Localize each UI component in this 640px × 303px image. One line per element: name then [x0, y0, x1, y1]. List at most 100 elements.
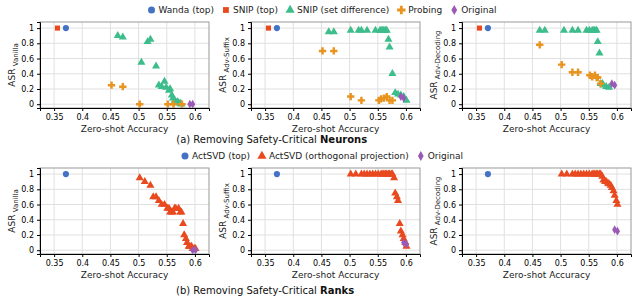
tick-label: 0.4	[498, 113, 511, 122]
grid-line	[251, 219, 420, 220]
point	[108, 81, 115, 88]
legend-item: ActSVD (top)	[181, 151, 249, 161]
tick-label: 0	[29, 246, 34, 255]
grid-line	[377, 168, 378, 254]
legend-symbol	[148, 6, 155, 13]
series	[319, 47, 396, 104]
point	[574, 26, 582, 33]
grid	[40, 168, 209, 254]
tick: 0.2	[443, 231, 462, 240]
tick-mark	[248, 174, 251, 175]
tick-mark	[617, 254, 618, 257]
tick: 1	[240, 24, 251, 33]
tick-mark	[532, 254, 533, 257]
tick: 0.45	[524, 254, 542, 268]
tick-mark	[504, 254, 505, 257]
points	[63, 171, 200, 254]
legend-symbol	[257, 151, 266, 159]
grid-line	[166, 168, 167, 254]
tick-label: 0.5	[344, 259, 357, 268]
tick-label: 0.4	[498, 259, 511, 268]
point	[137, 58, 145, 65]
axis-line	[463, 109, 632, 112]
tick-label: 0.8	[232, 39, 245, 48]
tick-label: 0.8	[21, 185, 34, 194]
tick-mark	[248, 189, 251, 190]
point	[597, 80, 604, 87]
x-axis: 0.350.40.450.50.550.6	[252, 254, 421, 268]
point	[170, 101, 177, 108]
series	[136, 173, 200, 251]
grid-line	[138, 22, 139, 108]
legend-label: ActSVD (top)	[192, 151, 250, 161]
tick: 0.8	[21, 185, 40, 194]
tick: 0.55	[580, 108, 598, 122]
plot-frame	[40, 22, 209, 108]
series	[347, 169, 411, 248]
x-axis-title: Zero-shot Accuracy	[503, 124, 591, 134]
tick: 0.55	[158, 108, 176, 122]
tick-label: 0.4	[76, 113, 89, 122]
tick-mark	[459, 205, 462, 206]
grid-line	[54, 22, 55, 108]
tick-mark	[54, 254, 55, 257]
tick: 0.35	[46, 108, 64, 122]
tick-label: 0.55	[580, 113, 598, 122]
grid-line	[321, 168, 322, 254]
tick-label: 0.5	[555, 113, 568, 122]
tick: 0.6	[232, 201, 251, 210]
grid-line	[588, 22, 589, 108]
series	[558, 169, 622, 206]
x-axis: 0.350.40.450.50.550.6	[41, 108, 210, 122]
tick: 0.4	[498, 108, 511, 122]
point	[384, 35, 392, 42]
grid	[462, 22, 631, 108]
tick-mark	[248, 89, 251, 90]
panel: 0.350.40.450.50.550.600.20.40.60.81Zero-…	[218, 22, 421, 134]
tick: 0	[240, 246, 251, 255]
grid-line	[616, 22, 617, 108]
point	[330, 27, 338, 34]
axis-line	[463, 255, 632, 258]
point	[119, 33, 127, 40]
tick: 0	[29, 100, 40, 109]
tick: 0	[451, 100, 462, 109]
tick-mark	[37, 59, 40, 60]
series	[485, 25, 491, 31]
tick-label: 0.55	[158, 259, 176, 268]
tick-label: 0.8	[443, 39, 456, 48]
tick: 0.4	[21, 70, 40, 79]
grid-line	[321, 22, 322, 108]
tick-label: 0.55	[369, 259, 387, 268]
tick-label: 0.6	[21, 55, 34, 64]
tick-mark	[459, 220, 462, 221]
tick-mark	[459, 59, 462, 60]
y-axis: 00.20.40.60.81	[21, 23, 40, 110]
grid-line	[462, 189, 631, 190]
point	[560, 26, 568, 33]
grid	[462, 168, 631, 254]
tick-mark	[248, 74, 251, 75]
tick-label: 0	[451, 100, 456, 109]
series	[536, 41, 604, 87]
legend-item: Original	[451, 5, 496, 15]
tick: 1	[29, 170, 40, 179]
legend-item: SNIP (top)	[223, 5, 278, 15]
tick-label: 0.45	[524, 113, 542, 122]
point	[63, 171, 69, 177]
tick-label: 0.4	[76, 259, 89, 268]
caption: Ranks	[320, 285, 354, 296]
tick-label: 0.6	[189, 259, 202, 268]
x-axis-title: Zero-shot Accuracy	[292, 270, 380, 280]
grid	[40, 22, 209, 108]
caption: (b) Removing Safety-Critical	[176, 285, 320, 296]
point	[146, 181, 154, 188]
point	[160, 77, 168, 84]
legend-label: SNIP (set difference)	[297, 5, 389, 15]
legend-symbol	[181, 152, 188, 159]
tick: 0.5	[344, 108, 357, 122]
point	[485, 25, 491, 31]
tick-mark	[195, 254, 196, 257]
tick-mark	[589, 254, 590, 257]
x-axis: 0.350.40.450.50.550.6	[463, 108, 632, 122]
